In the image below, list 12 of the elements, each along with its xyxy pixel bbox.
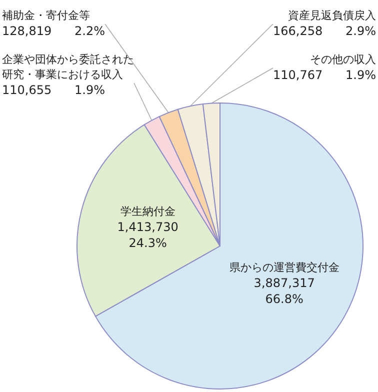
data-label: 1,413,730 24.3% xyxy=(117,220,178,250)
data-label: 3,887,317 66.8% xyxy=(254,276,315,306)
data-label: 166,258 2.9% xyxy=(273,24,376,38)
slice-label: その他の収入 xyxy=(310,53,376,66)
slice-label: 資産見返負債戻入 xyxy=(288,9,376,22)
slice-label: 県からの運営費交付金 xyxy=(229,261,340,274)
slice-label: 補助金・寄付金等 xyxy=(2,9,90,22)
data-label: 128,819 2.2% xyxy=(2,24,105,38)
data-label: 110,655 1.9% xyxy=(2,83,105,97)
data-label: 110,767 1.9% xyxy=(273,68,376,82)
slice-label: 学生納付金 xyxy=(120,205,176,218)
slice-label: 企業や団体から委託された研究・事業における収入 xyxy=(2,53,134,81)
